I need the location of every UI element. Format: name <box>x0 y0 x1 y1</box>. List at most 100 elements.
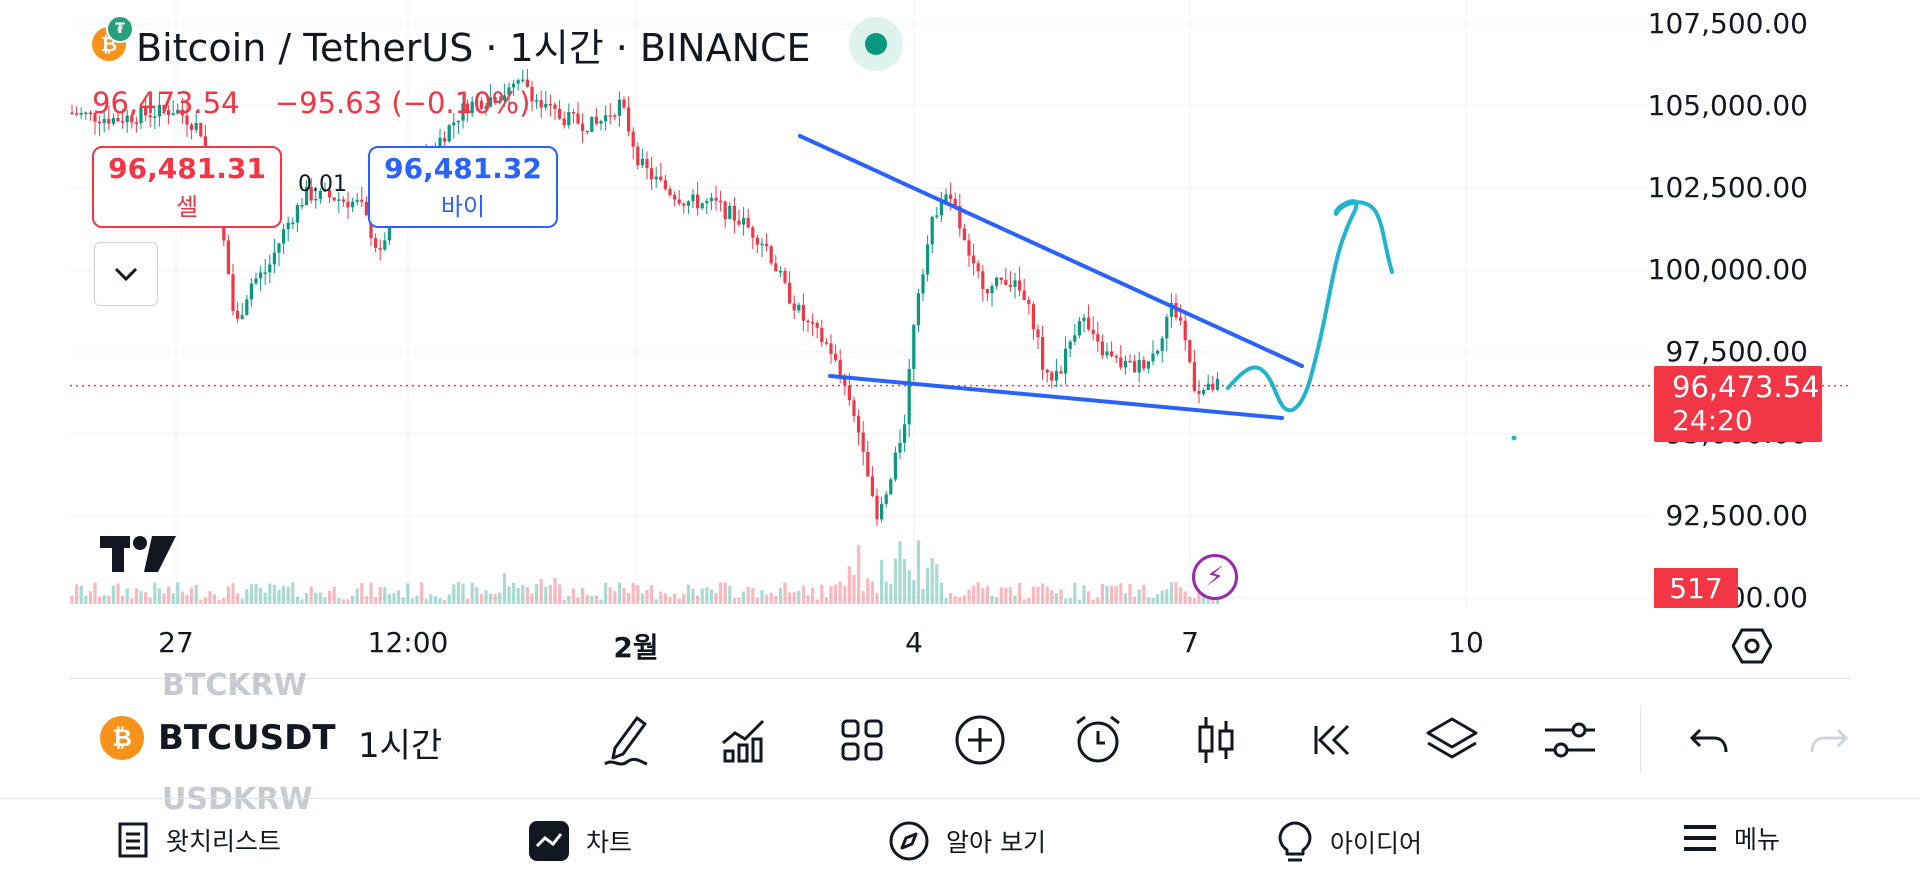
sell-button[interactable]: 96,481.31 셀 <box>92 146 282 228</box>
undo-button[interactable] <box>1680 710 1740 770</box>
volume-bar <box>1183 591 1187 604</box>
candle-body <box>907 368 911 425</box>
add-button[interactable] <box>950 710 1010 770</box>
candle-body <box>801 304 805 321</box>
volume-bar <box>880 559 884 604</box>
volume-bar <box>484 590 488 604</box>
projection-line <box>1226 199 1394 413</box>
candle-body <box>558 108 562 119</box>
candle-body <box>1119 357 1123 368</box>
candle-body <box>351 201 355 208</box>
candle-body <box>944 194 948 202</box>
volume-bar <box>420 582 424 604</box>
volume-bar <box>318 592 322 604</box>
collapse-toggle-button[interactable] <box>94 242 158 306</box>
symbol-selector[interactable]: ₿ BTCUSDT <box>100 716 336 760</box>
indicators-button[interactable] <box>714 710 774 770</box>
candle-body <box>811 322 815 324</box>
candle-body <box>447 125 451 142</box>
candle-body <box>1206 383 1210 391</box>
volume-bar <box>930 558 934 604</box>
drawing-tools-button[interactable] <box>596 710 656 770</box>
market-open-indicator[interactable] <box>848 17 903 71</box>
chart-canvas[interactable]: ₿ ₮ Bitcoin / TetherUS · 1시간 · BINANCE 9… <box>0 0 1920 608</box>
volume-bar <box>898 541 902 604</box>
candle-body <box>838 360 842 378</box>
buy-button[interactable]: 96,481.32 바이 <box>368 146 558 228</box>
volume-bar <box>268 583 272 604</box>
volume-bar <box>622 587 626 604</box>
volume-bar <box>843 585 847 604</box>
flash-icon[interactable]: ⚡ <box>1192 554 1238 600</box>
candle-body <box>516 80 520 84</box>
interval-selector[interactable]: 1시간 <box>358 726 443 766</box>
candle-body <box>1077 321 1081 336</box>
candle-body <box>364 201 368 216</box>
candle-body <box>930 216 934 245</box>
volume-bar <box>259 587 263 604</box>
candle-body <box>640 159 644 166</box>
candle-body <box>847 385 851 401</box>
volume-bar <box>627 593 631 604</box>
volume-bar <box>558 584 562 604</box>
chart-settings-button[interactable] <box>1731 626 1773 666</box>
volume-bar <box>852 574 856 604</box>
volume-bar <box>208 591 212 604</box>
candle-body <box>884 494 888 504</box>
nav-chart[interactable]: 차트 <box>528 820 632 862</box>
volume-bar <box>1054 593 1058 604</box>
symbol-name: BTCUSDT <box>158 718 336 758</box>
volume-bar <box>677 598 681 604</box>
pencil-icon <box>604 716 648 766</box>
volume-bar <box>571 588 575 604</box>
nav-explore[interactable]: 알아 보기 <box>888 820 1046 862</box>
symbol-carousel-prev[interactable]: BTCKRW <box>162 668 307 703</box>
candle-body <box>332 197 336 201</box>
chart-style-button[interactable] <box>1186 710 1246 770</box>
replay-button[interactable] <box>1304 710 1364 770</box>
candle-body <box>190 124 194 130</box>
candle-body <box>613 115 617 117</box>
candle-body <box>1142 359 1146 369</box>
volume-bar <box>121 595 125 604</box>
grid-icon <box>841 719 883 761</box>
candle-body <box>318 190 322 199</box>
candle-body <box>719 200 723 203</box>
volume-bar <box>1013 595 1017 604</box>
symbol-carousel-next[interactable]: USDKRW <box>162 782 313 817</box>
nav-watchlist[interactable]: 왓치리스트 <box>116 820 281 860</box>
volume-bar <box>1165 589 1169 604</box>
volume-bar <box>130 598 134 604</box>
candle-body <box>866 451 870 477</box>
volume-bar <box>148 597 152 604</box>
templates-button[interactable] <box>832 710 892 770</box>
candle-body <box>949 194 953 199</box>
candle-body <box>880 503 884 520</box>
volume-bar <box>314 592 318 604</box>
candle-body <box>263 272 267 274</box>
candle-body <box>696 194 700 209</box>
volume-bar <box>263 592 267 604</box>
nav-menu[interactable]: 메뉴 <box>1682 820 1780 856</box>
candle-body <box>309 187 313 201</box>
volume-bar <box>107 595 111 604</box>
candle-body <box>912 325 916 369</box>
time-axis-label: 10 <box>1448 626 1484 659</box>
volume-bar <box>282 585 286 604</box>
volume-bar <box>1192 598 1196 604</box>
volume-bar <box>383 587 387 604</box>
candle-body <box>1008 284 1012 287</box>
layers-button[interactable] <box>1422 710 1482 770</box>
settings-sliders-button[interactable] <box>1540 710 1600 770</box>
redo-icon <box>1810 728 1849 753</box>
candle-body <box>1151 353 1155 362</box>
symbol-title[interactable]: Bitcoin / TetherUS · 1시간 · BINANCE <box>136 25 811 70</box>
nav-ideas[interactable]: 아이디어 <box>1276 820 1422 864</box>
candle-body <box>305 187 309 206</box>
alert-button[interactable] <box>1068 710 1128 770</box>
candle-body <box>995 277 999 287</box>
redo-button[interactable] <box>1798 710 1858 770</box>
volume-bar <box>355 588 359 604</box>
volume-bar <box>691 588 695 604</box>
symbol-header[interactable]: ₿ ₮ Bitcoin / TetherUS · 1시간 · BINANCE <box>92 15 903 72</box>
